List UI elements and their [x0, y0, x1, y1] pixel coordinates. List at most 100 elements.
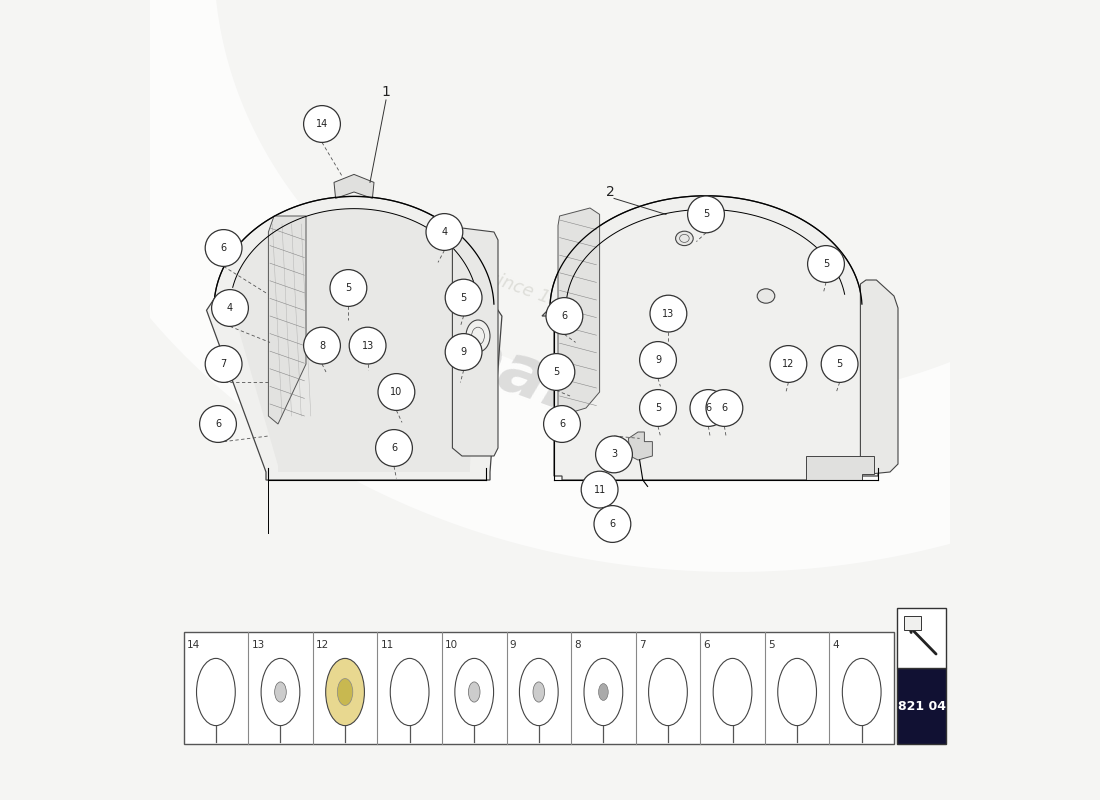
Circle shape [446, 334, 482, 370]
Circle shape [206, 346, 242, 382]
Text: 7: 7 [639, 640, 646, 650]
Ellipse shape [261, 658, 300, 726]
Ellipse shape [713, 658, 752, 726]
Polygon shape [452, 228, 498, 456]
Text: 13: 13 [362, 341, 374, 350]
Circle shape [595, 436, 632, 473]
Ellipse shape [534, 682, 544, 702]
Text: a passion for parts since 1985: a passion for parts since 1985 [323, 209, 585, 319]
Ellipse shape [390, 658, 429, 726]
Text: 10: 10 [390, 387, 403, 397]
Circle shape [330, 270, 366, 306]
Text: 5: 5 [654, 403, 661, 413]
Text: 1: 1 [382, 85, 390, 99]
Bar [898, 608, 946, 668]
Text: 6: 6 [390, 443, 397, 453]
Text: 11: 11 [381, 640, 394, 650]
Circle shape [304, 327, 340, 364]
Circle shape [581, 471, 618, 508]
Ellipse shape [275, 682, 286, 702]
Text: 13: 13 [252, 640, 265, 650]
Text: 12: 12 [782, 359, 794, 369]
Circle shape [546, 298, 583, 334]
Text: 2: 2 [606, 185, 615, 199]
Text: 4: 4 [441, 227, 448, 237]
Polygon shape [207, 197, 502, 480]
Ellipse shape [778, 658, 816, 726]
Circle shape [688, 196, 725, 233]
Text: 6: 6 [559, 419, 565, 429]
Circle shape [543, 406, 581, 442]
Text: 6: 6 [704, 640, 711, 650]
Text: 9: 9 [509, 640, 516, 650]
Text: 12: 12 [316, 640, 329, 650]
Circle shape [378, 374, 415, 410]
Circle shape [706, 390, 743, 426]
Text: 6: 6 [214, 419, 221, 429]
Text: 8: 8 [319, 341, 326, 350]
Text: 5: 5 [836, 359, 843, 369]
Ellipse shape [519, 658, 558, 726]
Polygon shape [542, 196, 878, 480]
Ellipse shape [757, 289, 774, 303]
Text: 9: 9 [654, 355, 661, 365]
Ellipse shape [469, 682, 480, 702]
Text: 5: 5 [823, 259, 829, 269]
Ellipse shape [338, 678, 353, 706]
Circle shape [690, 390, 727, 426]
Text: 6: 6 [722, 403, 727, 413]
Circle shape [349, 327, 386, 364]
Polygon shape [628, 432, 652, 460]
Polygon shape [14, 0, 1100, 572]
Text: 14: 14 [187, 640, 200, 650]
Ellipse shape [466, 320, 490, 352]
Text: 5: 5 [345, 283, 352, 293]
Text: 3: 3 [610, 450, 617, 459]
Polygon shape [229, 209, 480, 472]
Polygon shape [806, 456, 874, 480]
Polygon shape [860, 280, 898, 474]
Circle shape [639, 390, 676, 426]
Text: 10: 10 [446, 640, 459, 650]
Text: 6: 6 [561, 311, 568, 321]
Text: 4: 4 [227, 303, 233, 313]
Bar [898, 668, 946, 744]
Polygon shape [268, 216, 306, 424]
Circle shape [211, 290, 249, 326]
Ellipse shape [675, 231, 693, 246]
Polygon shape [558, 208, 600, 416]
Bar [184, 632, 894, 744]
Text: 14: 14 [316, 119, 328, 129]
Ellipse shape [843, 658, 881, 726]
Ellipse shape [649, 658, 688, 726]
Circle shape [639, 342, 676, 378]
Circle shape [304, 106, 340, 142]
Circle shape [650, 295, 686, 332]
Text: 5: 5 [703, 210, 710, 219]
Text: 6: 6 [705, 403, 712, 413]
Circle shape [375, 430, 412, 466]
Text: 821 04: 821 04 [898, 699, 946, 713]
Text: eurospares: eurospares [236, 246, 672, 458]
Circle shape [594, 506, 630, 542]
Circle shape [206, 230, 242, 266]
Circle shape [807, 246, 845, 282]
Circle shape [199, 406, 236, 442]
Text: 7: 7 [220, 359, 227, 369]
Text: 11: 11 [594, 485, 606, 494]
Text: 6: 6 [220, 243, 227, 253]
Circle shape [538, 354, 575, 390]
Text: 5: 5 [768, 640, 774, 650]
Text: 5: 5 [553, 367, 560, 377]
Ellipse shape [584, 658, 623, 726]
Circle shape [822, 346, 858, 382]
Ellipse shape [598, 684, 608, 701]
Ellipse shape [197, 658, 235, 726]
Ellipse shape [326, 658, 364, 726]
Text: 8: 8 [574, 640, 581, 650]
Text: 5: 5 [461, 293, 466, 302]
Text: 4: 4 [833, 640, 839, 650]
Circle shape [446, 279, 482, 316]
Text: 13: 13 [662, 309, 674, 318]
Circle shape [426, 214, 463, 250]
